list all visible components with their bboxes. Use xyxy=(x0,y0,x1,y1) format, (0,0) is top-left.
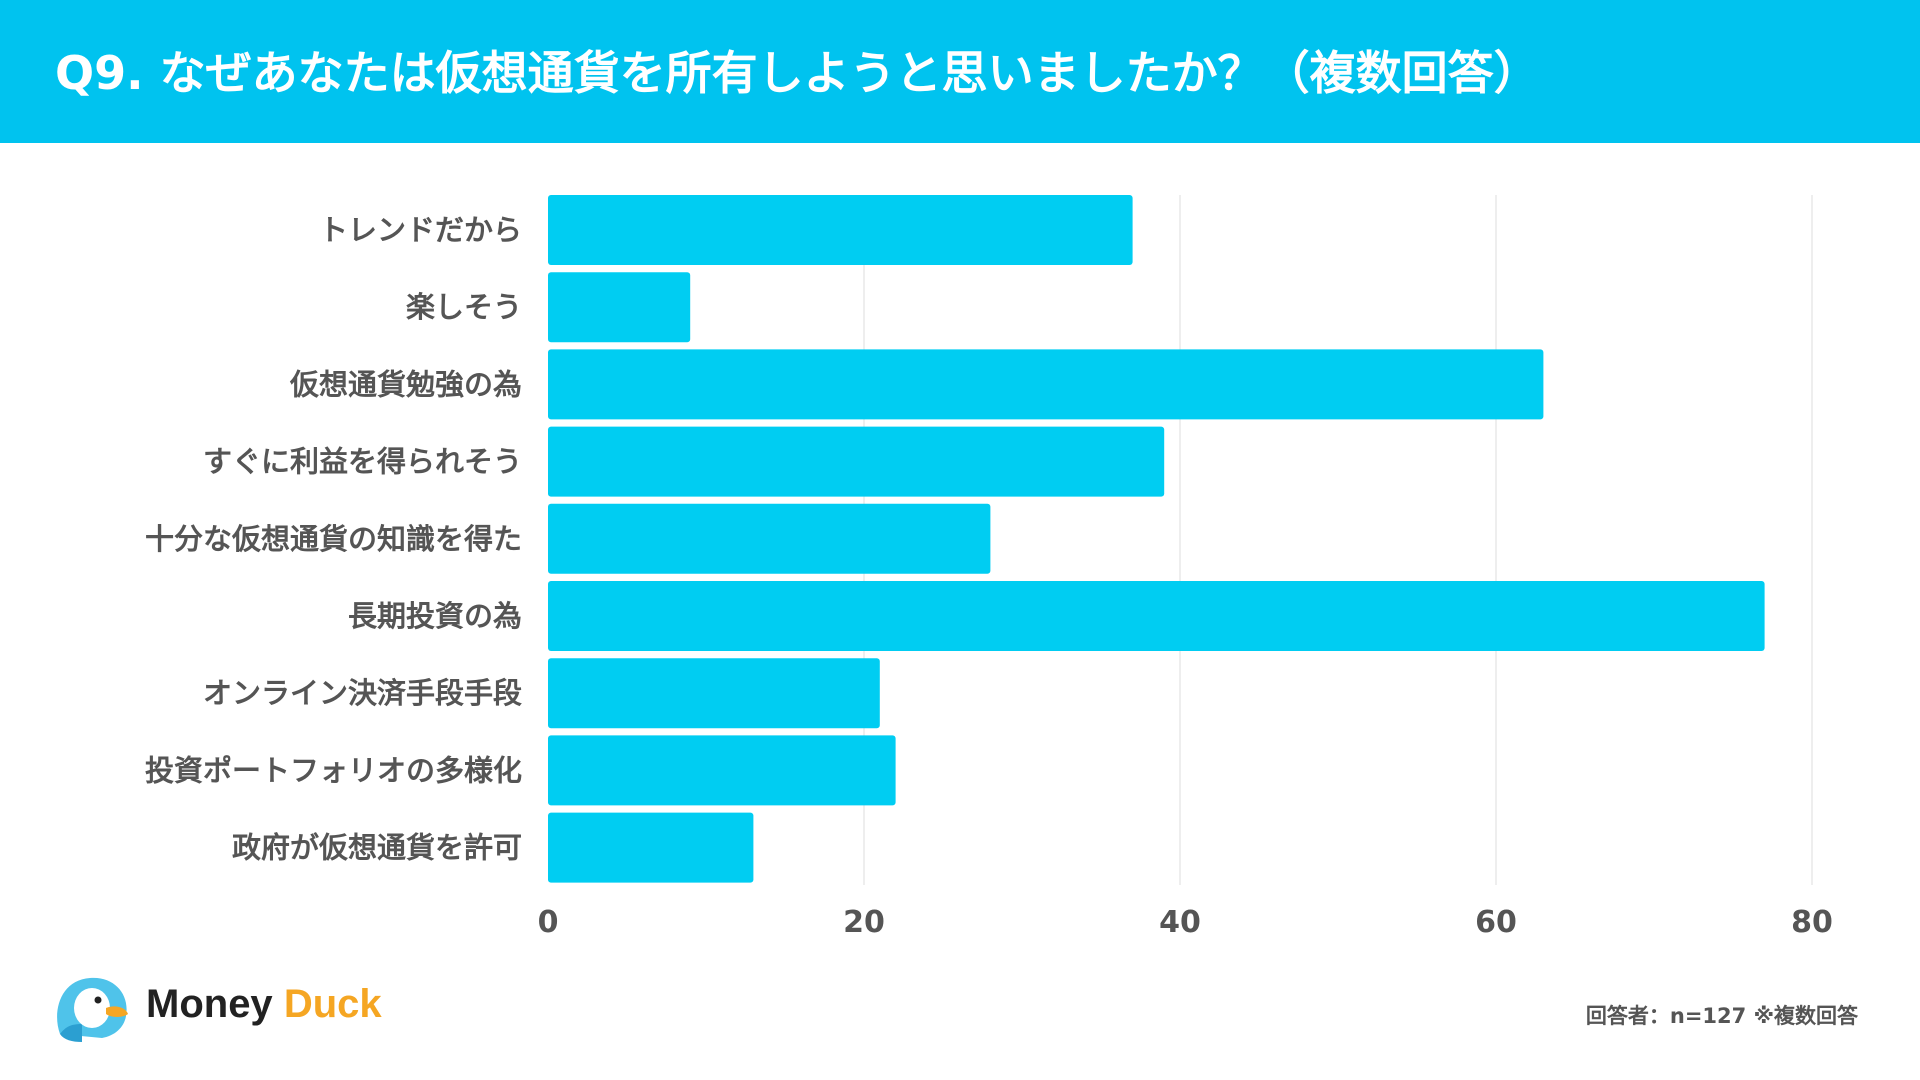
bar xyxy=(548,503,991,574)
category-label: 長期投資の為 xyxy=(348,599,522,633)
bar xyxy=(548,658,880,729)
logo-text: Money Duck xyxy=(146,982,382,1027)
logo-duck-text: Duck xyxy=(283,982,382,1026)
bar-chart: トレンドだから楽しそう仮想通貨勉強の為すぐに利益を得られそう十分な仮想通貨の知識… xyxy=(145,195,1833,940)
x-axis-ticks: 0 20 40 60 80 xyxy=(538,905,1833,940)
bar xyxy=(548,195,1133,265)
category-label: 楽しそう xyxy=(406,290,522,324)
duck-icon xyxy=(57,977,128,1042)
bar xyxy=(548,349,1544,420)
grid-lines xyxy=(863,195,1813,885)
bar xyxy=(548,735,896,806)
bar xyxy=(548,581,1765,651)
category-label: すぐに利益を得られそう xyxy=(203,445,522,479)
x-tick-label: 60 xyxy=(1475,905,1517,940)
x-tick-label: 0 xyxy=(538,905,559,940)
category-label: オンライン決済手段手段 xyxy=(203,676,522,710)
logo-money-text: Money xyxy=(146,982,273,1026)
bar xyxy=(548,812,754,883)
category-labels: トレンドだから楽しそう仮想通貨勉強の為すぐに利益を得られそう十分な仮想通貨の知識… xyxy=(145,213,522,865)
category-label: 投資ポートフォリオの多様化 xyxy=(145,753,522,787)
category-label: 仮想通貨勉強の為 xyxy=(289,367,522,401)
category-label: 十分な仮想通貨の知識を得た xyxy=(145,522,522,556)
page-title: Q9. なぜあなたは仮想通貨を所有しようと思いましたか？（複数回答） xyxy=(55,46,1540,100)
bars xyxy=(548,195,1765,883)
respondent-note: 回答者：n=127 ※複数回答 xyxy=(1585,1004,1858,1028)
header-bar: Q9. なぜあなたは仮想通貨を所有しようと思いましたか？（複数回答） xyxy=(0,0,1920,143)
x-tick-label: 80 xyxy=(1791,905,1833,940)
x-tick-label: 20 xyxy=(843,905,885,940)
category-label: トレンドだから xyxy=(319,213,522,247)
money-duck-logo: Money Duck xyxy=(52,972,412,1052)
category-label: 政府が仮想通貨を許可 xyxy=(232,831,522,865)
x-tick-label: 40 xyxy=(1159,905,1201,940)
bar xyxy=(548,272,691,343)
bar xyxy=(548,426,1165,497)
